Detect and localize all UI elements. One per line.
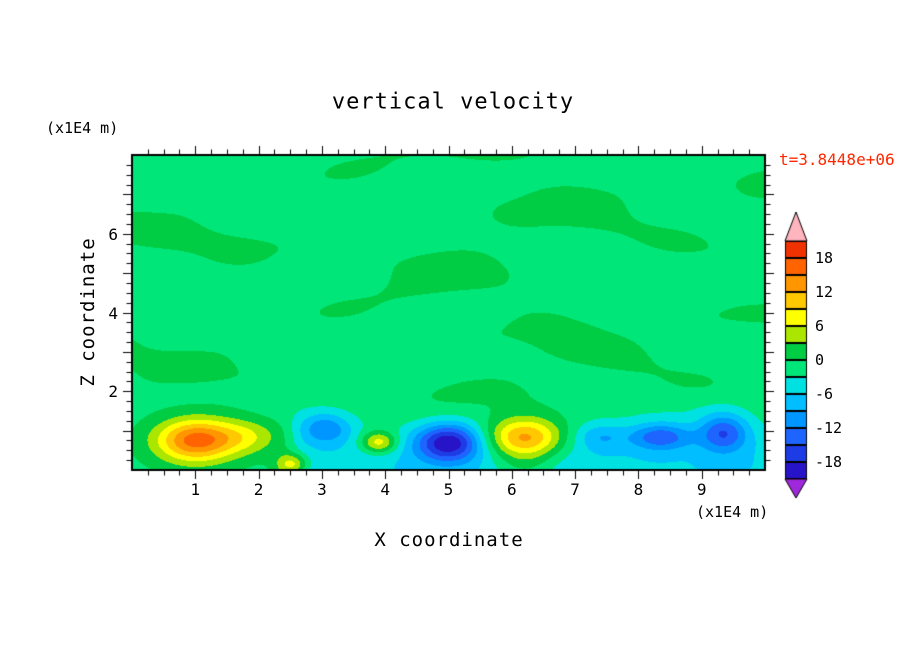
colorbar-tick-label: -6 [815, 385, 834, 403]
x-tick-label: 3 [317, 480, 327, 499]
z-tick-label: 4 [108, 303, 118, 323]
z-axis-unit-label: (x1E4 m) [46, 119, 119, 137]
x-tick-label: 6 [506, 480, 517, 499]
x-tick-label: 9 [696, 480, 707, 499]
z-tick-label: 6 [108, 224, 118, 244]
colorbar-tick-label: 6 [815, 317, 825, 335]
x-tick-label: 2 [253, 480, 264, 499]
colorbar-tick-label: 18 [815, 249, 834, 267]
colorbar-tick-label: 12 [815, 283, 834, 301]
x-axis-title: X coordinate [374, 529, 524, 551]
x-tick-label: 4 [380, 480, 390, 499]
x-tick-label: 1 [190, 480, 201, 499]
colorbar-tick-label: 0 [815, 351, 825, 369]
colorbar-tick-label: -18 [815, 453, 843, 471]
time-annotation: t=3.8448e+06 [779, 150, 895, 169]
x-axis-unit-label: (x1E4 m) [696, 503, 769, 521]
x-tick-label: 5 [443, 480, 454, 499]
z-tick-label: 2 [108, 382, 118, 402]
x-tick-label: 7 [570, 480, 580, 499]
colorbar-tick-label: -12 [815, 419, 843, 437]
chart-title: vertical velocity [331, 89, 575, 115]
x-tick-label: 8 [633, 480, 644, 499]
